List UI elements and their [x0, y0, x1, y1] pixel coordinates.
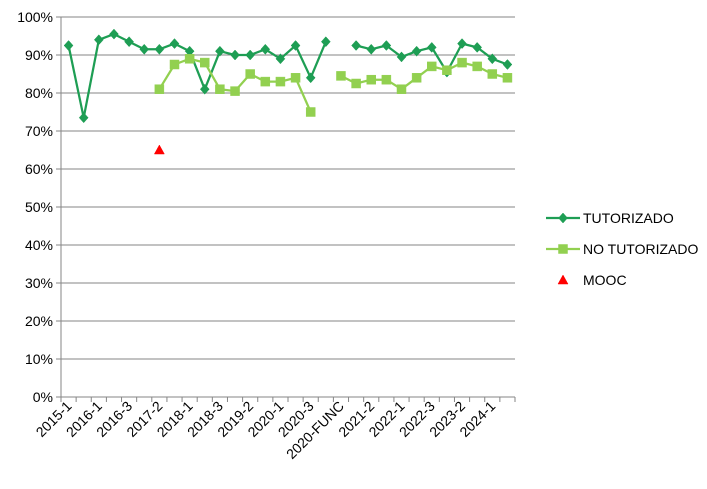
data-point	[502, 59, 513, 70]
data-point	[366, 43, 377, 55]
y-tick-label: 60%	[25, 161, 53, 177]
data-point	[215, 84, 225, 94]
data-point	[427, 61, 437, 72]
data-point	[78, 112, 89, 124]
legend-marker	[558, 244, 568, 254]
data-point	[245, 49, 256, 61]
data-point	[154, 84, 165, 94]
x-axis-tick-labels: 2015-12016-12016-32017-22018-12018-32019…	[33, 398, 499, 462]
y-tick-label: 100%	[17, 9, 53, 25]
data-point	[169, 59, 180, 70]
data-point	[184, 54, 195, 64]
data-point	[351, 78, 361, 89]
data-point	[153, 144, 165, 155]
data-point	[245, 69, 255, 79]
data-point	[260, 76, 271, 87]
data-point	[487, 69, 498, 79]
data-point	[320, 36, 331, 48]
legend-label: TUTORIZADO	[583, 210, 674, 226]
legend-label: NO TUTORIZADO	[583, 241, 698, 257]
axes	[60, 17, 516, 402]
data-point	[396, 84, 407, 94]
series-mooc	[153, 144, 165, 155]
series-line	[340, 61, 508, 91]
data-point	[230, 49, 240, 61]
data-point	[275, 53, 286, 65]
series-line	[67, 32, 327, 119]
series-no-tutorizado	[154, 54, 513, 117]
data-point	[275, 76, 286, 87]
legend-item: MOOC	[557, 272, 627, 288]
data-point	[411, 45, 422, 57]
y-tick-label: 80%	[25, 85, 53, 101]
data-point	[290, 73, 301, 83]
legend: TUTORIZADO NO TUTORIZADO MOOC	[546, 210, 698, 288]
data-point	[457, 38, 467, 49]
legend-item: TUTORIZADO	[546, 210, 674, 226]
data-point	[199, 83, 210, 95]
data-point	[411, 73, 422, 83]
data-point	[109, 28, 119, 40]
data-point	[442, 65, 452, 75]
data-point	[426, 42, 437, 53]
data-point	[305, 107, 316, 117]
data-point	[336, 71, 346, 81]
data-point	[457, 57, 467, 68]
legend-item: NO TUTORIZADO	[546, 241, 698, 257]
series-tutorizado	[63, 28, 513, 124]
data-point	[215, 45, 225, 57]
data-point	[487, 53, 498, 65]
y-tick-label: 30%	[25, 275, 53, 291]
data-point	[124, 36, 134, 48]
data-point	[366, 74, 376, 85]
series-group	[63, 28, 513, 155]
legend-label: MOOC	[583, 272, 627, 288]
data-point	[305, 72, 316, 84]
data-point	[93, 34, 104, 46]
y-tick-label: 90%	[25, 47, 53, 63]
data-point	[169, 38, 180, 49]
y-tick-label: 20%	[25, 313, 53, 329]
data-point	[154, 43, 165, 55]
series-line	[158, 57, 312, 113]
data-point	[200, 57, 210, 68]
data-point	[502, 73, 513, 83]
legend-marker	[557, 274, 569, 285]
y-tick-label: 70%	[25, 123, 53, 139]
data-point	[260, 43, 271, 55]
y-tick-label: 50%	[25, 199, 53, 215]
data-point	[351, 40, 361, 51]
legend-marker	[558, 212, 568, 224]
y-tick-label: 40%	[25, 237, 53, 253]
y-axis-tick-labels: 0% 10% 20% 30% 40% 50% 60% 70% 80% 90% 100%	[17, 9, 53, 405]
y-tick-label: 0%	[33, 389, 53, 405]
data-point	[472, 61, 482, 72]
data-point	[290, 40, 301, 51]
data-point	[230, 86, 240, 96]
data-point	[381, 40, 392, 51]
data-point	[472, 42, 483, 53]
data-point	[139, 43, 150, 55]
data-point	[381, 74, 392, 85]
y-tick-label: 10%	[25, 351, 53, 367]
data-point	[63, 40, 74, 51]
data-point	[396, 51, 407, 63]
grid	[56, 16, 515, 398]
